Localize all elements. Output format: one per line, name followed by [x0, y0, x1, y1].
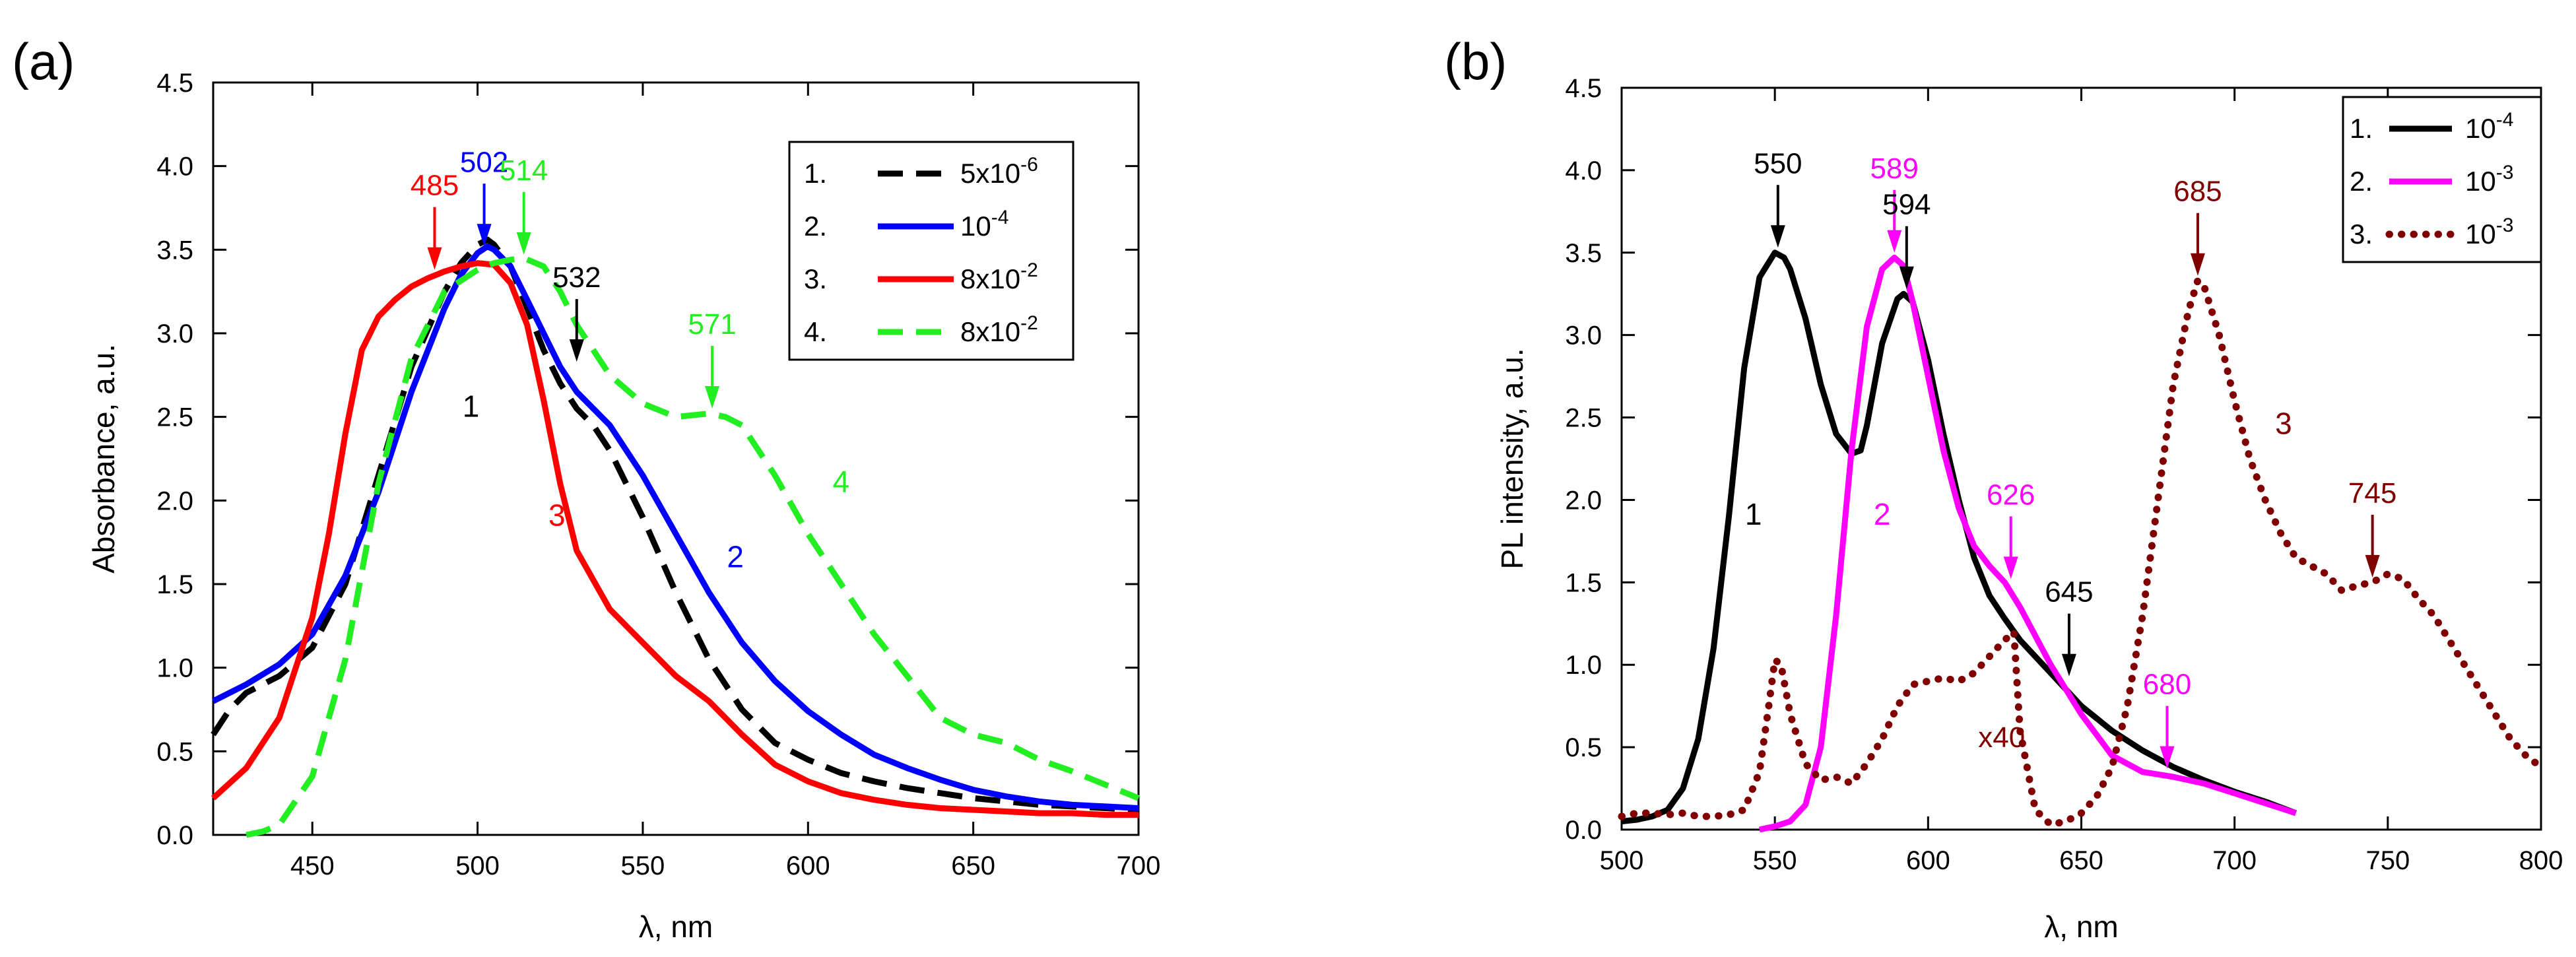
- y-axis-label: PL intensity, a.u.: [1495, 348, 1529, 570]
- curve-label-1: 1: [1745, 497, 1762, 531]
- series-line-4: [246, 255, 1140, 838]
- peak-label-514: 514: [500, 154, 548, 187]
- series-line-1: [1621, 249, 2297, 824]
- x-tick-label: 750: [2365, 846, 2410, 875]
- y-tick-label: 0.0: [1565, 816, 1602, 845]
- y-tick-label: 3.5: [1565, 239, 1602, 268]
- legend-number: 1.: [804, 158, 827, 189]
- panel-label: (a): [12, 32, 75, 90]
- y-tick-label: 1.5: [1565, 568, 1602, 597]
- peak-label-680: 680: [2143, 669, 2191, 701]
- plot-frame: [212, 81, 1140, 836]
- y-tick-label: 3.0: [156, 319, 193, 348]
- legend-entry-2: 10-4: [960, 207, 1008, 242]
- annotation-arrow-head: [2160, 746, 2175, 769]
- x-tick-label: 500: [1600, 846, 1644, 875]
- y-tick-label: 0.5: [1565, 733, 1602, 762]
- curve-label-2: 2: [1874, 497, 1891, 531]
- x-tick-label: 650: [951, 851, 995, 880]
- legend-number: 4.: [804, 316, 827, 347]
- x-tick-label: 650: [2059, 846, 2103, 875]
- x-tick-label: 700: [1117, 851, 1161, 880]
- series-line-3: [1618, 277, 2545, 828]
- series-line-3: [211, 260, 1139, 818]
- y-tick-label: 2.0: [156, 486, 193, 515]
- peak-label-626: 626: [1987, 478, 2035, 511]
- y-axis-label: Absorbance, a.u.: [86, 344, 121, 574]
- y-tick-label: 1.0: [1565, 651, 1602, 680]
- x-tick-label: 800: [2519, 846, 2563, 875]
- curve-label-2: 2: [727, 540, 744, 574]
- annotation-arrow-head: [427, 247, 442, 270]
- peak-label-532: 532: [552, 261, 601, 294]
- y-tick-label: 2.5: [1565, 404, 1602, 433]
- legend-number: 2.: [804, 211, 827, 242]
- annotation-arrow-head: [1770, 225, 1785, 248]
- curve-label-4: 4: [833, 465, 850, 499]
- series-line-2: [211, 243, 1139, 811]
- y-tick-label: 0.5: [156, 737, 193, 766]
- curve-label-3: 3: [2275, 407, 2292, 441]
- curve-label-3: 3: [548, 498, 566, 532]
- legend-box: [788, 141, 1074, 361]
- series-line-2: [1758, 254, 2297, 833]
- peak-label-685: 685: [2173, 176, 2222, 208]
- annotation-arrow-head: [705, 386, 720, 409]
- y-tick-label: 4.5: [1565, 74, 1602, 103]
- x-axis-label: λ, nm: [639, 909, 713, 944]
- y-tick-label: 2.0: [1565, 486, 1602, 515]
- y-tick-label: 0.0: [156, 821, 193, 850]
- legend-number: 3.: [804, 263, 827, 294]
- peak-label-485: 485: [411, 170, 459, 202]
- x-tick-label: 500: [455, 851, 500, 880]
- y-tick-label: 3.0: [1565, 321, 1602, 350]
- legend-number: 1.: [2350, 113, 2373, 144]
- absorbance-panel: (a)450 500 550 600 650 7000.00.51.01.52.02.53…: [12, 32, 1160, 944]
- x-tick-label: 600: [786, 851, 830, 880]
- peak-label-571: 571: [688, 308, 736, 341]
- peak-label-594: 594: [1882, 189, 1931, 221]
- annotation-arrow-head: [1899, 266, 1914, 289]
- y-tick-label: 4.0: [1565, 156, 1602, 185]
- legend-entry-3: 10-3: [2465, 214, 2513, 249]
- peak-label-550: 550: [1754, 147, 1802, 180]
- x-tick-label: 600: [1906, 846, 1950, 875]
- legend-entry-3: 8x10-2: [960, 259, 1038, 294]
- panel-label: (b): [1444, 32, 1507, 90]
- y-tick-label: 3.5: [156, 236, 193, 265]
- x-tick-label: 550: [1753, 846, 1797, 875]
- annotation-arrow-head: [2003, 556, 2018, 579]
- annotation-arrow-head: [569, 339, 584, 362]
- y-tick-label: 1.0: [156, 654, 193, 683]
- legend-number: 3.: [2350, 218, 2373, 249]
- x-tick-label: 450: [290, 851, 335, 880]
- peak-label-502: 502: [460, 146, 508, 178]
- pl-intensity-panel: (b) 500 550 600 650 700 750 800 0.0 0.5 1.0 1.5 2.0 2…: [1444, 32, 2563, 944]
- legend-entry-1: 10-4: [2465, 109, 2513, 144]
- legend-entry-4: 8x10-2: [960, 312, 1038, 347]
- x-tick-label: 700: [2212, 846, 2257, 875]
- annotation-arrow-head: [2061, 653, 2076, 676]
- legend-entry-1: 5x10-6: [960, 154, 1038, 189]
- annotation-arrow-head: [1887, 230, 1902, 253]
- legend-entry-2: 10-3: [2465, 162, 2513, 197]
- legend-number: 2.: [2350, 166, 2373, 197]
- y-tick-label: 4.0: [156, 152, 193, 182]
- annotation-arrow-head: [2365, 554, 2380, 578]
- scale-factor-label: x40: [1978, 721, 2025, 754]
- peak-label-645: 645: [2045, 576, 2093, 609]
- x-tick-label: 550: [621, 851, 665, 880]
- annotation-arrow-head: [516, 232, 531, 255]
- y-tick-label: 4.5: [156, 69, 193, 98]
- x-axis-label: λ, nm: [2044, 909, 2118, 944]
- curve-label-1: 1: [463, 389, 480, 424]
- y-tick-label: 1.5: [156, 570, 193, 599]
- annotation-arrow-head: [477, 224, 492, 247]
- series-line-1: [211, 236, 1139, 813]
- annotation-arrow-head: [2190, 253, 2205, 276]
- peak-label-745: 745: [2348, 477, 2396, 510]
- peak-label-589: 589: [1870, 152, 1919, 185]
- y-tick-label: 2.5: [156, 403, 193, 432]
